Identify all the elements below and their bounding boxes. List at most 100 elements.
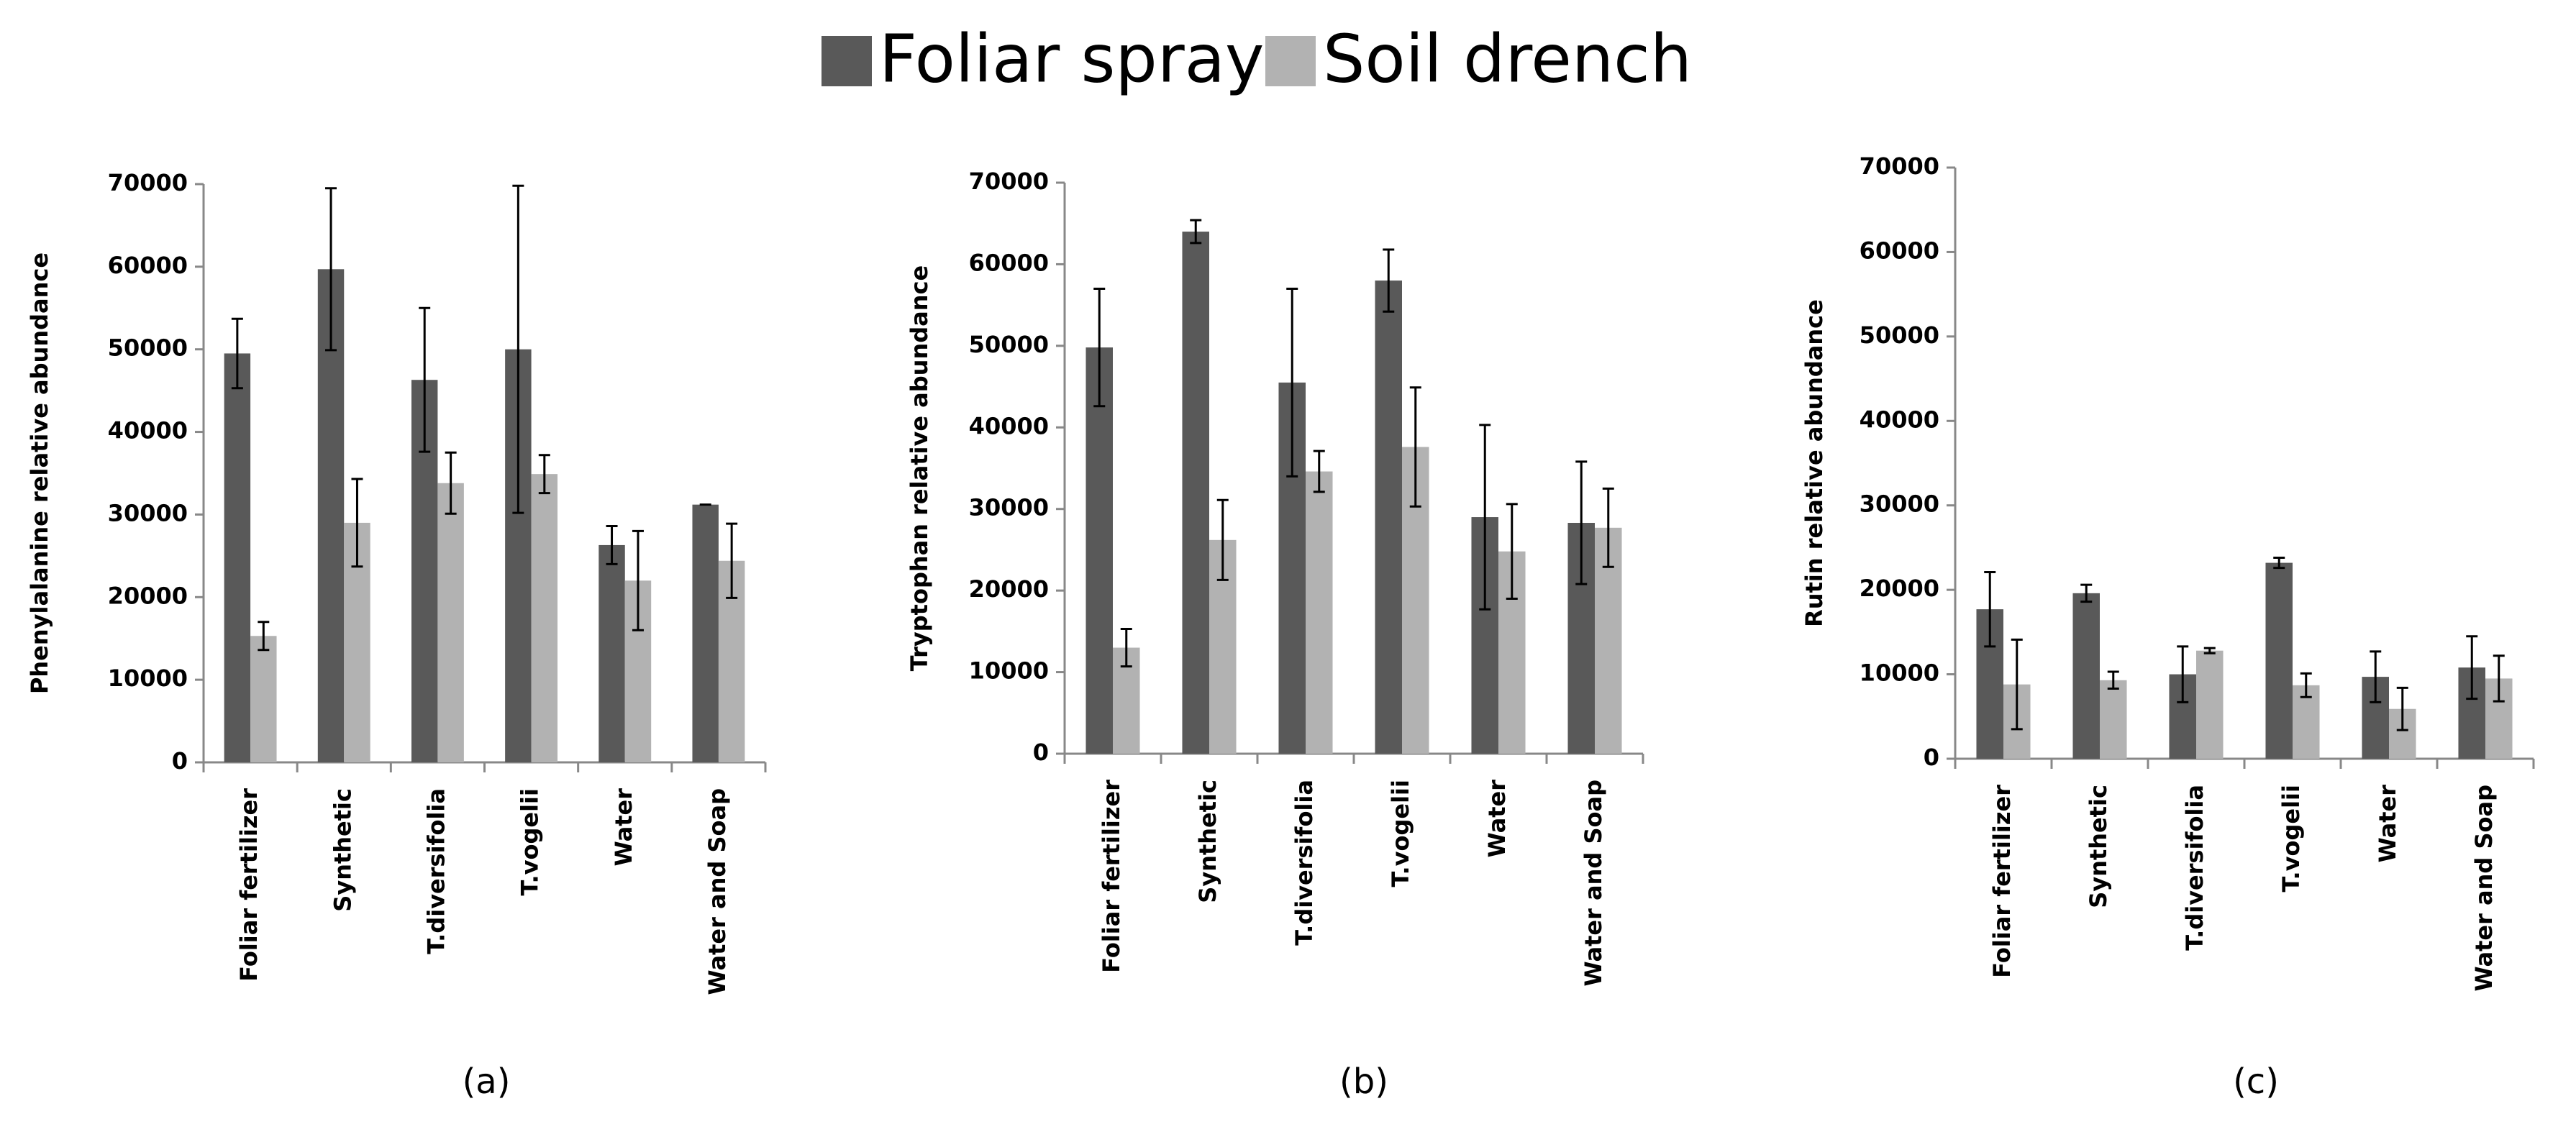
- error-bar: [1120, 627, 1132, 668]
- error-bar: [1575, 460, 1588, 585]
- legend-label: Foliar spray: [879, 20, 1264, 97]
- x-tick-label: Synthetic: [2085, 785, 2112, 908]
- error-bar: [2396, 686, 2408, 731]
- error-bar: [2203, 647, 2216, 654]
- y-axis-label: Tryptophan relative abundance: [906, 265, 933, 671]
- caption: (a): [463, 1062, 511, 1102]
- legend-label: Soil drench: [1323, 20, 1692, 97]
- legend-swatch: [1265, 36, 1316, 86]
- bar: [317, 269, 345, 762]
- bar: [1182, 232, 1209, 754]
- y-tick-label: 30000: [969, 494, 1049, 521]
- error-bar: [726, 522, 738, 599]
- error-bar: [2466, 635, 2478, 700]
- error-bar: [632, 529, 644, 631]
- x-tick-label: T.diversifolia: [422, 788, 450, 954]
- bar: [1086, 347, 1113, 754]
- bar: [2100, 680, 2127, 759]
- error-bar: [2370, 650, 2382, 703]
- error-bar: [419, 306, 431, 453]
- y-tick-label: 70000: [969, 168, 1049, 195]
- y-tick-label: 50000: [1860, 321, 1939, 349]
- error-bar: [231, 317, 243, 390]
- y-axis-label: Phenylalanine relative abundance: [26, 252, 53, 694]
- y-tick-label: 40000: [1860, 406, 1939, 433]
- y-tick-label: 30000: [1860, 490, 1939, 518]
- y-tick-label: 0: [172, 747, 188, 775]
- caption: (b): [1339, 1062, 1388, 1102]
- y-axis-label: Rutin relative abundance: [1801, 299, 1828, 627]
- bar: [1306, 471, 1333, 754]
- x-tick-label: T.vogelii: [2277, 785, 2305, 892]
- x-tick-label: T.vogelii: [516, 788, 544, 895]
- bar: [2072, 593, 2100, 759]
- y-tick-label: 60000: [1860, 237, 1939, 264]
- error-bar: [606, 525, 618, 565]
- error-bar: [2273, 557, 2285, 570]
- error-bar: [538, 454, 550, 495]
- error-bar: [1409, 386, 1421, 508]
- y-tick-label: 60000: [108, 252, 188, 279]
- bar: [599, 544, 625, 762]
- x-tick-label: Water: [1483, 780, 1511, 858]
- y-tick-label: 10000: [1860, 659, 1939, 687]
- error-bar: [2080, 583, 2093, 603]
- y-tick-label: 70000: [108, 169, 188, 196]
- x-tick-label: Synthetic: [329, 788, 356, 912]
- y-tick-label: 20000: [1860, 575, 1939, 602]
- y-tick-label: 30000: [108, 499, 188, 526]
- error-bar: [258, 621, 270, 652]
- legend-swatch: [822, 36, 872, 86]
- error-bar: [445, 451, 457, 515]
- error-bar: [2011, 638, 2023, 731]
- bar: [692, 504, 719, 762]
- x-tick-label: Synthetic: [1194, 780, 1221, 903]
- bar: [224, 353, 251, 762]
- error-bar: [1286, 287, 1298, 478]
- y-tick-label: 40000: [969, 412, 1049, 439]
- x-tick-label: Water and Soap: [1580, 780, 1607, 987]
- x-tick-label: Water and Soap: [704, 788, 731, 995]
- error-bar: [1506, 503, 1518, 600]
- error-bar: [1313, 449, 1325, 493]
- error-bar: [325, 187, 337, 352]
- error-bar: [2107, 670, 2119, 690]
- x-tick-label: Foliar fertilizer: [235, 788, 263, 982]
- y-tick-label: 10000: [969, 657, 1049, 685]
- x-tick-label: Foliar fertilizer: [1098, 780, 1125, 973]
- x-tick-label: T.vogelii: [1387, 780, 1414, 887]
- bar: [250, 636, 277, 762]
- error-bar: [1479, 424, 1491, 611]
- y-tick-label: 20000: [108, 582, 188, 609]
- bar: [531, 474, 558, 762]
- bar: [437, 483, 464, 762]
- y-tick-label: 0: [1924, 744, 1939, 771]
- error-bar: [351, 478, 363, 568]
- caption: (c): [2233, 1062, 2279, 1102]
- y-tick-label: 10000: [108, 665, 188, 692]
- y-tick-label: 40000: [108, 417, 188, 444]
- x-tick-label: T.diversifolia: [1291, 780, 1318, 946]
- y-tick-label: 50000: [108, 334, 188, 362]
- x-tick-label: Foliar fertilizer: [1988, 785, 2016, 978]
- x-tick-label: Water: [610, 788, 637, 867]
- x-tick-label: Water and Soap: [2470, 785, 2498, 992]
- y-tick-label: 50000: [969, 331, 1049, 358]
- error-bar: [1383, 248, 1395, 313]
- y-tick-label: 20000: [969, 575, 1049, 603]
- y-tick-label: 70000: [1860, 152, 1939, 180]
- error-bar: [1602, 487, 1614, 568]
- error-bar: [1984, 570, 1996, 648]
- bar: [1375, 280, 1402, 754]
- error-bar: [2493, 654, 2505, 703]
- x-tick-label: Water: [2374, 785, 2401, 863]
- error-bar: [1216, 498, 1229, 581]
- error-bar: [1093, 287, 1106, 408]
- error-bar: [2300, 672, 2312, 698]
- error-bar: [512, 184, 524, 514]
- bar: [2265, 562, 2293, 759]
- bar: [2196, 650, 2224, 759]
- y-tick-label: 60000: [969, 249, 1049, 276]
- error-bar: [2177, 645, 2189, 703]
